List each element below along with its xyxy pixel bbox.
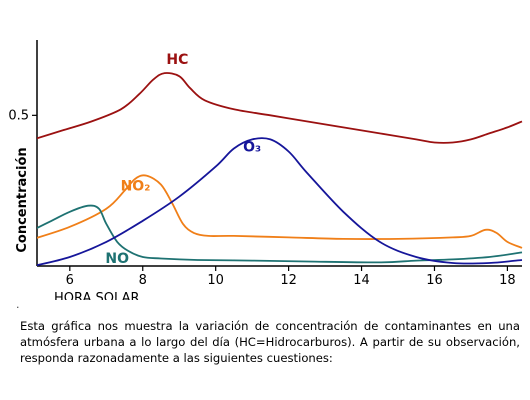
series-label-no: NO <box>105 251 129 267</box>
x-tick-label: 18 <box>499 273 516 288</box>
series-label-hc: HC <box>166 52 188 68</box>
caption-text: Esta gráfica nos muestra la variación de… <box>20 319 520 365</box>
x-tick-label: 8 <box>139 273 147 288</box>
x-tick-label: 10 <box>207 273 224 288</box>
x-tick-label: 12 <box>280 273 297 288</box>
y-axis-label: Concentración <box>15 147 30 252</box>
series-line-o3 <box>37 137 523 267</box>
series-label-no2: NO₂ <box>121 179 151 195</box>
footnote-mark: . <box>16 298 20 311</box>
pollutant-chart: 0.5 6 8 10 12 14 16 18 HC NO₂ O₃ NO Concentración… <box>8 40 523 300</box>
x-axis-label: HORA SOLAR <box>54 291 140 300</box>
y-tick-label: 0.5 <box>8 108 29 123</box>
series-line-hc <box>37 72 523 144</box>
series-line-no <box>37 204 523 264</box>
x-tick-label: 16 <box>426 273 443 288</box>
series-line-no2 <box>37 174 523 249</box>
x-tick-label: 6 <box>66 273 74 288</box>
x-tick-label: 14 <box>353 273 370 288</box>
series-label-o3: O₃ <box>243 139 261 155</box>
